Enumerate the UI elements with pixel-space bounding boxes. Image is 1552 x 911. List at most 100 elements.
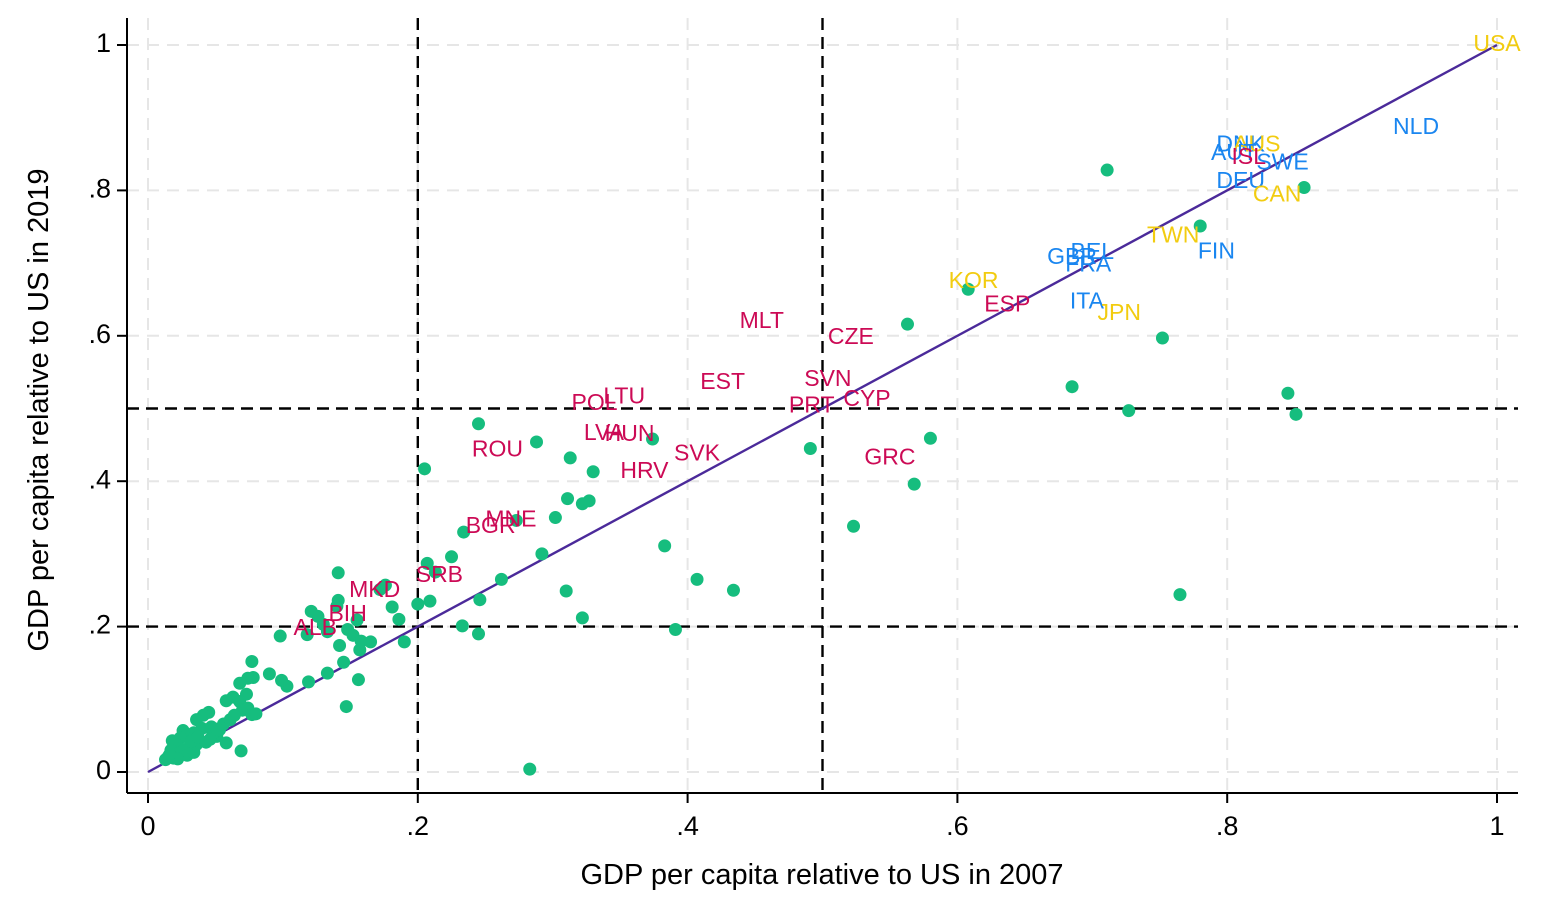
data-point — [339, 700, 353, 714]
data-point — [219, 736, 233, 750]
country-label-cze: CZE — [828, 323, 874, 349]
country-label-est: EST — [700, 368, 745, 394]
data-point — [354, 634, 368, 648]
country-label-swe: SWE — [1256, 149, 1308, 175]
data-point — [364, 635, 378, 649]
data-point — [420, 556, 434, 570]
x-tick-label: .2 — [407, 811, 430, 841]
data-point — [163, 748, 177, 762]
data-point — [241, 671, 255, 685]
data-point — [907, 477, 921, 491]
data-point — [690, 572, 704, 586]
data-point — [646, 432, 660, 446]
country-label-pol: POL — [572, 389, 618, 415]
data-point — [423, 594, 437, 608]
data-point — [320, 625, 334, 639]
data-point — [1297, 180, 1311, 194]
x-tick-label: .4 — [676, 811, 699, 841]
y-tick-label: .6 — [88, 319, 111, 349]
country-label-bel: BEL — [1071, 238, 1115, 264]
country-label-rou: ROU — [472, 436, 523, 462]
data-point — [219, 694, 233, 708]
data-point — [1281, 386, 1295, 400]
country-label-prt: PRT — [789, 391, 835, 417]
country-label-usa: USA — [1473, 30, 1521, 56]
country-label-fra: FRA — [1065, 250, 1112, 276]
data-point — [234, 744, 248, 758]
data-point — [472, 627, 486, 641]
data-point — [300, 628, 314, 642]
country-label-mkd: MKD — [349, 576, 400, 602]
data-point — [847, 519, 861, 533]
y-tick-label: 1 — [96, 28, 111, 58]
country-label-esp: ESP — [984, 290, 1030, 316]
country-label-mne: MNE — [485, 506, 536, 532]
data-point — [961, 282, 975, 296]
axes-layer: 0 .2 .4 .6 .8 1 0 .2 .4 .6 .8 1 — [88, 18, 1518, 841]
country-label-lva: LVA — [584, 419, 625, 445]
country-label-ltu: LTU — [603, 383, 645, 409]
data-point — [350, 613, 364, 627]
data-point — [457, 525, 471, 539]
data-point — [191, 730, 205, 744]
data-point — [320, 666, 334, 680]
country-label-twn: TWN — [1147, 221, 1199, 247]
y-axis-title: GDP per capita relative to US in 2019 — [23, 168, 55, 651]
country-label-hun: HUN — [605, 420, 655, 446]
data-point — [658, 539, 672, 553]
data-point — [561, 492, 575, 506]
x-tick-label: 0 — [140, 811, 155, 841]
data-point — [273, 629, 287, 643]
data-point — [351, 673, 365, 687]
country-label-svn: SVN — [804, 365, 851, 391]
fit-line — [147, 43, 1498, 774]
data-point — [245, 654, 259, 668]
y-tick-label: .4 — [88, 464, 111, 494]
country-label-bgr: BGR — [466, 512, 516, 538]
country-label-alb: ALB — [294, 614, 337, 640]
x-axis-title: GDP per capita relative to US in 2007 — [580, 859, 1063, 891]
data-point — [385, 600, 399, 614]
data-point — [428, 565, 442, 579]
data-point — [262, 667, 276, 681]
data-point — [392, 612, 406, 626]
country-label-srb: SRB — [416, 561, 463, 587]
data-point — [337, 655, 351, 669]
points-layer — [159, 163, 1311, 776]
data-point — [397, 635, 411, 649]
country-label-dnk: DNK — [1216, 130, 1265, 156]
data-point — [582, 494, 596, 508]
data-point — [523, 762, 537, 776]
data-point — [210, 722, 224, 736]
data-point — [563, 451, 577, 465]
data-point — [1289, 407, 1303, 421]
data-point — [378, 578, 392, 592]
data-point — [535, 547, 549, 561]
y-tick-label: .8 — [88, 174, 111, 204]
country-label-deu: DEU — [1216, 167, 1265, 193]
fit-line-layer — [147, 43, 1498, 774]
data-point — [445, 550, 459, 564]
data-point — [472, 417, 486, 431]
data-point — [1122, 404, 1136, 418]
data-point — [203, 732, 217, 746]
country-label-mlt: MLT — [740, 307, 784, 333]
country-label-bih: BIH — [328, 600, 366, 626]
data-point — [455, 619, 469, 633]
data-point — [586, 465, 600, 479]
country-label-can: CAN — [1253, 181, 1302, 207]
data-point — [333, 639, 347, 653]
data-point — [330, 599, 344, 613]
country-label-gbr: GBR — [1047, 243, 1097, 269]
country-label-aus: AUS — [1233, 130, 1280, 156]
country-label-ita: ITA — [1070, 287, 1105, 313]
x-tick-label: .8 — [1216, 811, 1239, 841]
country-label-kor: KOR — [949, 267, 999, 293]
data-point — [473, 593, 487, 607]
data-point — [418, 462, 432, 476]
data-point — [726, 583, 740, 597]
x-tick-label: 1 — [1489, 811, 1504, 841]
